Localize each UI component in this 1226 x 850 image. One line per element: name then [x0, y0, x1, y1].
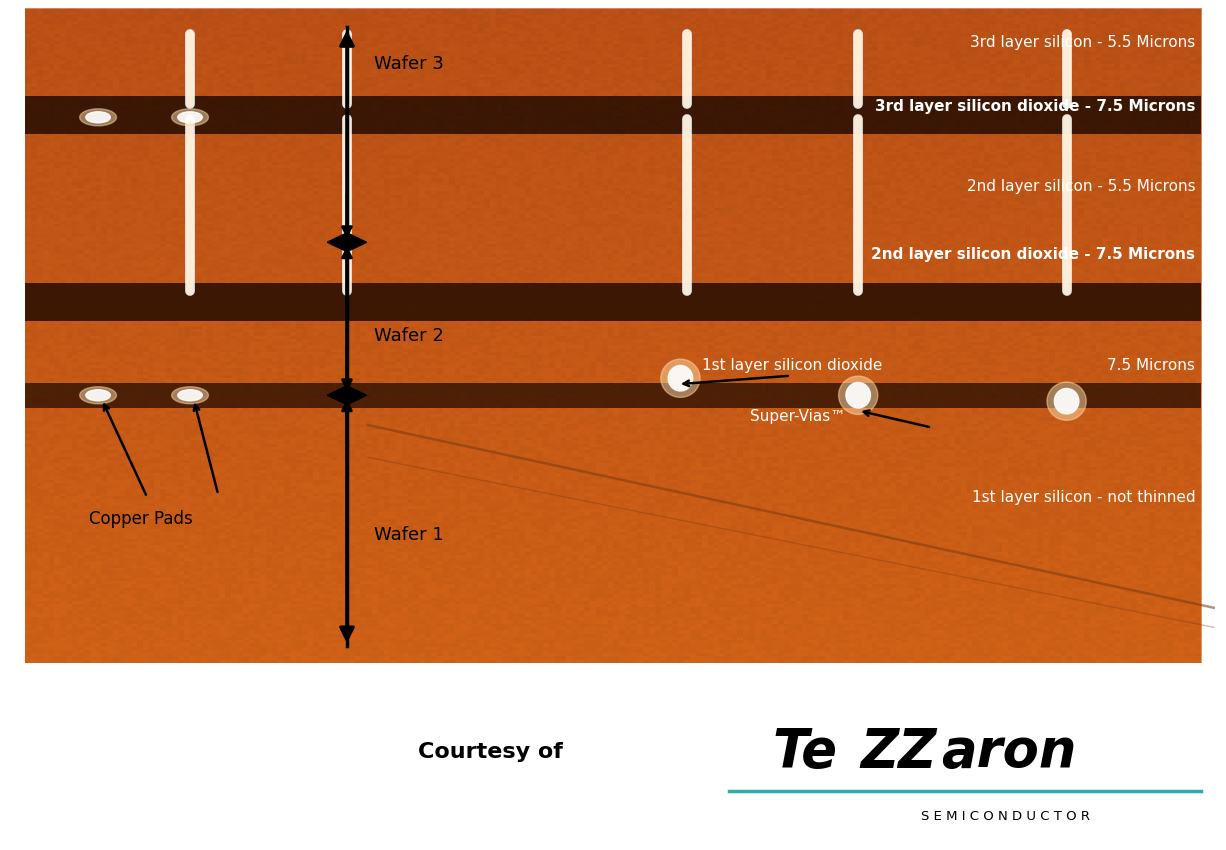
Ellipse shape: [668, 366, 693, 391]
Text: 3rd layer silicon - 5.5 Microns: 3rd layer silicon - 5.5 Microns: [970, 35, 1195, 50]
Text: Wafer 2: Wafer 2: [374, 326, 444, 345]
Text: S E M I C O N D U C T O R: S E M I C O N D U C T O R: [921, 809, 1090, 823]
Text: Wafer 3: Wafer 3: [374, 54, 444, 73]
Ellipse shape: [172, 109, 208, 126]
Bar: [25, 382, 1201, 408]
Text: Wafer 1: Wafer 1: [374, 526, 444, 545]
Bar: [0, 663, 1226, 850]
Text: Super-Vias™: Super-Vias™: [750, 409, 846, 424]
Ellipse shape: [80, 387, 116, 404]
Text: ZZ: ZZ: [861, 726, 937, 779]
Bar: [25, 8, 1201, 663]
Ellipse shape: [178, 112, 202, 122]
Ellipse shape: [86, 112, 110, 122]
Polygon shape: [327, 233, 367, 252]
Text: aron: aron: [942, 726, 1076, 779]
Ellipse shape: [1054, 388, 1079, 414]
Ellipse shape: [172, 387, 208, 404]
Bar: [25, 282, 1201, 321]
Text: Courtesy of: Courtesy of: [418, 742, 563, 762]
Ellipse shape: [661, 359, 700, 398]
Ellipse shape: [846, 382, 870, 408]
Text: 3rd layer silicon dioxide - 7.5 Microns: 3rd layer silicon dioxide - 7.5 Microns: [875, 99, 1195, 114]
Ellipse shape: [86, 389, 110, 401]
Text: 1st layer silicon dioxide: 1st layer silicon dioxide: [702, 358, 883, 373]
Polygon shape: [327, 386, 367, 405]
Text: 7.5 Microns: 7.5 Microns: [1107, 358, 1195, 373]
Ellipse shape: [178, 389, 202, 401]
Text: 2nd layer silicon dioxide - 7.5 Microns: 2nd layer silicon dioxide - 7.5 Microns: [872, 247, 1195, 263]
Text: 2nd layer silicon - 5.5 Microns: 2nd layer silicon - 5.5 Microns: [967, 179, 1195, 195]
Ellipse shape: [839, 376, 878, 415]
Ellipse shape: [80, 109, 116, 126]
Text: 1st layer silicon - not thinned: 1st layer silicon - not thinned: [972, 490, 1195, 505]
Bar: [25, 96, 1201, 134]
Text: Te: Te: [772, 726, 837, 779]
Ellipse shape: [1047, 382, 1086, 421]
Text: Copper Pads: Copper Pads: [89, 509, 192, 528]
